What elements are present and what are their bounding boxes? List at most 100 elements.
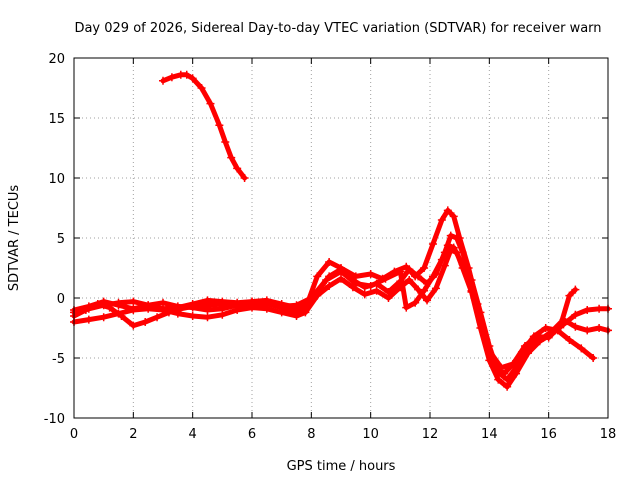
data-point xyxy=(458,260,467,269)
data-point xyxy=(360,290,369,299)
data-point xyxy=(188,74,197,83)
y-tick-label: 10 xyxy=(48,172,65,187)
data-point xyxy=(446,231,455,240)
data-point xyxy=(595,324,604,332)
data-point xyxy=(595,304,604,313)
data-point xyxy=(182,70,191,79)
x-tick-label: 18 xyxy=(600,427,617,442)
data-point xyxy=(173,303,182,312)
x-tick-label: 0 xyxy=(70,427,78,442)
data-point xyxy=(485,346,494,355)
x-tick-label: 12 xyxy=(422,427,439,442)
series-track-5 xyxy=(70,241,580,372)
data-point xyxy=(381,274,390,283)
data-point xyxy=(141,318,150,326)
data-point xyxy=(565,291,574,300)
data-point xyxy=(428,272,437,281)
data-point xyxy=(188,300,197,308)
data-point xyxy=(153,313,162,322)
x-tick-label: 4 xyxy=(189,427,197,442)
data-points xyxy=(70,70,612,391)
data-point xyxy=(541,324,550,332)
data-point xyxy=(494,375,503,384)
data-point xyxy=(337,267,345,276)
data-point xyxy=(431,284,440,293)
data-point xyxy=(497,363,506,372)
data-point xyxy=(443,241,452,250)
data-point xyxy=(233,298,242,307)
data-point xyxy=(218,310,227,319)
data-point xyxy=(218,297,227,306)
y-tick-label: 0 xyxy=(57,292,65,307)
data-point xyxy=(167,73,176,82)
data-point xyxy=(277,302,286,311)
x-axis-label: GPS time / hours xyxy=(287,459,396,474)
data-point xyxy=(227,153,236,162)
data-point xyxy=(452,234,461,242)
data-point xyxy=(301,308,310,317)
data-point xyxy=(203,296,212,305)
data-point xyxy=(262,300,271,308)
x-tick-label: 16 xyxy=(540,427,557,442)
y-tick-label: -10 xyxy=(44,412,65,427)
data-point xyxy=(532,332,541,341)
data-point xyxy=(583,326,592,335)
data-point xyxy=(366,270,375,278)
data-point xyxy=(414,272,423,281)
data-point xyxy=(188,312,197,320)
data-point xyxy=(512,369,521,378)
data-point xyxy=(84,304,93,313)
data-point xyxy=(565,336,574,344)
data-point xyxy=(366,282,375,290)
data-point xyxy=(384,294,393,302)
data-point xyxy=(313,272,322,281)
data-point xyxy=(423,296,432,305)
y-axis-label: SDTVAR / TECUs xyxy=(7,185,22,292)
axis-ticks: 0 2 4 6 8 10 12 14 16 18 -10 -5 0 5 10 15 20 xyxy=(44,52,617,442)
data-point xyxy=(206,99,215,108)
data-point xyxy=(449,212,458,221)
data-point xyxy=(437,216,446,224)
data-point xyxy=(396,267,405,276)
data-point xyxy=(485,356,494,365)
data-point xyxy=(114,298,123,307)
data-point xyxy=(99,313,108,322)
data-point xyxy=(233,164,242,173)
data-point xyxy=(544,333,553,342)
data-point xyxy=(520,342,529,350)
data-point xyxy=(443,206,452,215)
series-trace xyxy=(71,207,596,377)
data-point xyxy=(129,321,138,330)
data-point xyxy=(440,261,449,270)
data-point xyxy=(571,322,580,331)
data-point xyxy=(556,321,565,330)
x-tick-label: 14 xyxy=(481,427,498,442)
x-tick-label: 2 xyxy=(129,427,137,442)
data-point xyxy=(129,297,138,306)
data-point xyxy=(476,318,485,326)
data-point xyxy=(325,282,334,290)
data-point xyxy=(571,285,580,294)
data-point xyxy=(509,360,518,368)
data-point xyxy=(203,306,212,314)
data-point xyxy=(144,301,153,310)
data-point xyxy=(233,306,242,314)
y-tick-label: 5 xyxy=(57,232,65,247)
data-point xyxy=(114,309,123,318)
series-track-1 xyxy=(159,70,249,182)
chart-title: Day 029 of 2026, Sidereal Day-to-day VTE… xyxy=(74,21,601,36)
data-point xyxy=(402,303,411,312)
data-point xyxy=(589,354,598,362)
data-point xyxy=(351,279,360,288)
data-point xyxy=(292,312,301,320)
data-point xyxy=(420,286,429,295)
data-point xyxy=(571,310,580,319)
data-point xyxy=(523,349,532,358)
series-trace xyxy=(160,72,248,181)
x-tick-label: 10 xyxy=(362,427,379,442)
data-point xyxy=(405,265,414,274)
data-point xyxy=(203,313,212,322)
data-point xyxy=(503,382,512,391)
data-point xyxy=(583,306,592,314)
